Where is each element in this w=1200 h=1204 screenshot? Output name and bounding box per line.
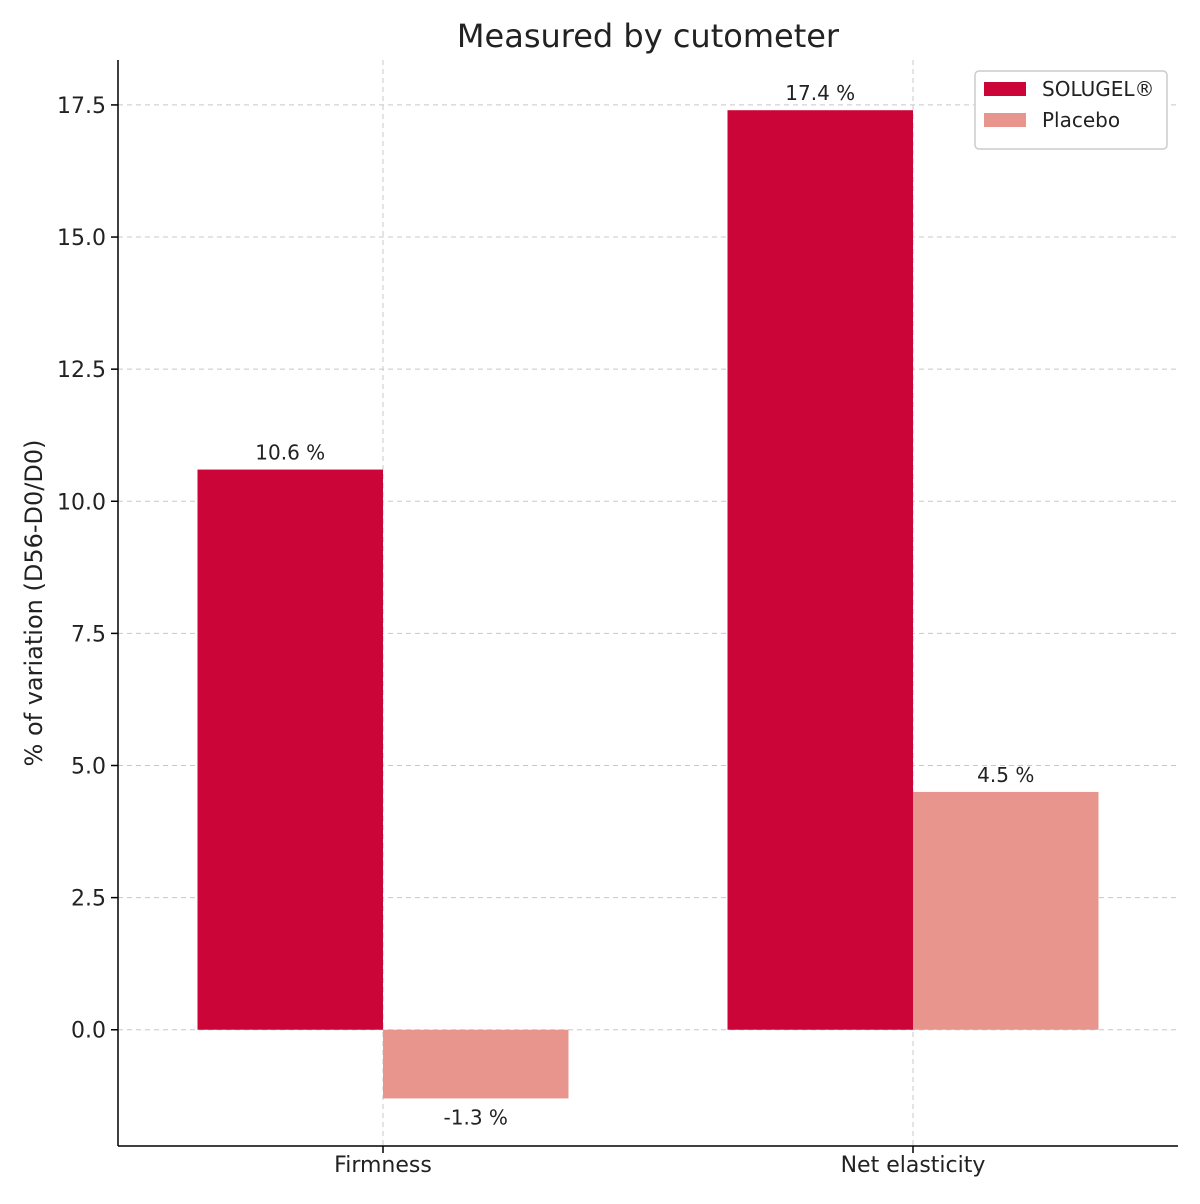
- y-tick-label: 5.0: [71, 755, 106, 780]
- y-tick-label: 2.5: [71, 887, 106, 912]
- y-tick-label: 10.0: [57, 490, 106, 515]
- y-tick-label: 17.5: [57, 94, 106, 119]
- legend-swatch: [984, 82, 1026, 96]
- x-tick-label: Net elasticity: [841, 1153, 986, 1178]
- x-tick-label: Firmness: [334, 1153, 432, 1178]
- axes: 0.0 2.5 5.0 7.5 10.0 12.5 15.0 17.5 Firmness Net …: [57, 60, 1178, 1178]
- bar: [197, 469, 383, 1030]
- bars: [197, 110, 1099, 1099]
- legend: SOLUGEL® Placebo: [974, 70, 1168, 150]
- bar: [913, 791, 1099, 1030]
- y-tick-label: 0.0: [71, 1019, 106, 1044]
- bar-value-label: -1.3 %: [444, 1105, 508, 1129]
- legend-label: SOLUGEL®: [1042, 77, 1155, 101]
- legend-swatch: [984, 113, 1026, 127]
- bar-value-label: 17.4 %: [785, 81, 855, 105]
- data-labels: 10.6 % 17.4 % -1.3 % 4.5 %: [255, 81, 1034, 1129]
- chart-title: Measured by cutometer: [457, 17, 840, 55]
- y-axis-label: % of variation (D56-D0/D0): [20, 440, 48, 767]
- y-tick-label: 12.5: [57, 358, 106, 383]
- bar-value-label: 10.6 %: [255, 441, 325, 465]
- bar: [727, 110, 913, 1030]
- bar: [383, 1029, 569, 1099]
- legend-label: Placebo: [1042, 108, 1120, 132]
- y-tick-label: 15.0: [57, 226, 106, 251]
- y-tick-label: 7.5: [71, 622, 106, 647]
- bar-value-label: 4.5 %: [977, 763, 1034, 787]
